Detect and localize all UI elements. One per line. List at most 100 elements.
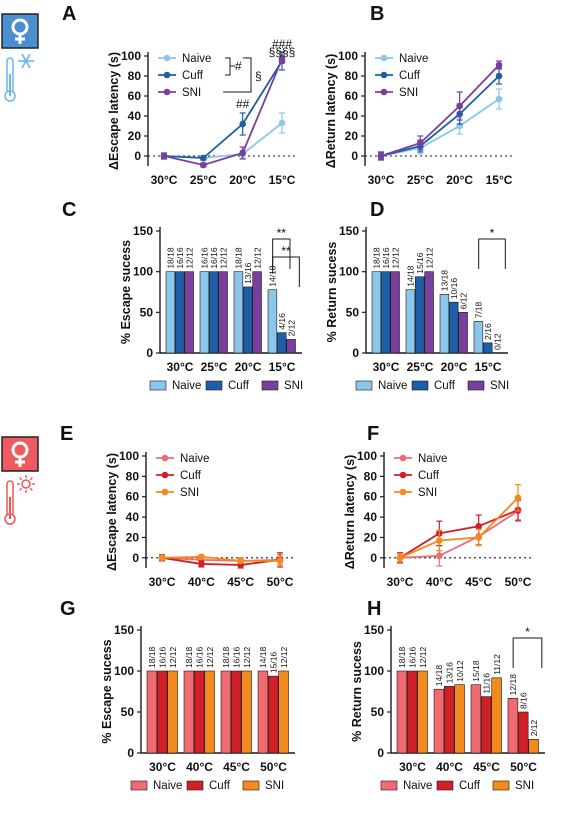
- bar-sni: [278, 670, 289, 754]
- y-tick-label: 50: [121, 705, 135, 719]
- annotation: §: [255, 69, 262, 83]
- data-point: [239, 149, 246, 157]
- bar-cuff: [483, 342, 493, 354]
- data-point: [495, 72, 503, 80]
- data-point: [396, 554, 404, 562]
- x-tick-label: 45°C: [473, 760, 500, 774]
- panel-letter: F: [367, 423, 379, 445]
- legend-label: SNI: [490, 380, 509, 392]
- panel-letter: D: [370, 199, 384, 221]
- y-axis-title: % Return sucess: [325, 242, 339, 343]
- y-tick-label: 100: [339, 265, 359, 279]
- y-tick-label: 60: [364, 490, 378, 504]
- series-line-cuff: [163, 60, 283, 159]
- bar-cuff: [381, 271, 391, 354]
- x-tick-label: 45°C: [223, 760, 250, 774]
- panel-letter: B: [370, 3, 384, 25]
- annotation: ###: [272, 37, 292, 51]
- y-tick-label: 100: [133, 265, 153, 279]
- legend-label: Naive: [182, 53, 211, 65]
- data-point: [160, 152, 168, 160]
- bar-label: 12/12: [242, 646, 252, 668]
- y-tick-label: 50: [371, 705, 385, 719]
- bar-naive: [371, 271, 382, 354]
- y-axis-title: ΔEscape latency (s): [107, 52, 121, 170]
- x-tick-label: 50°C: [267, 575, 294, 589]
- bar-sni: [218, 271, 228, 354]
- y-tick-label: 100: [338, 49, 358, 63]
- bar-label: 14/18: [434, 665, 444, 687]
- data-point: [158, 554, 166, 562]
- y-tick-label: 20: [345, 129, 359, 143]
- bar-label: 12/12: [418, 646, 428, 668]
- x-tick-label: 15°C: [486, 173, 513, 187]
- hot-condition-icons: [1, 436, 39, 525]
- bar-naive: [507, 698, 519, 754]
- legend-label: Naive: [403, 780, 432, 792]
- legend-marker: [399, 488, 407, 496]
- x-tick-label: 50°C: [510, 760, 537, 774]
- legend-swatch: [380, 780, 398, 791]
- bar-label: 10/16: [449, 278, 459, 300]
- x-tick-label: 25°C: [201, 360, 228, 374]
- bar-label: 13/18: [440, 270, 450, 292]
- y-axis-title: ΔReturn latency (s): [324, 54, 338, 169]
- y-tick-label: 40: [128, 109, 142, 123]
- bar-label: 7/18: [474, 302, 484, 319]
- bar-label: 15/16: [415, 252, 425, 274]
- bar-label: 10/12: [455, 660, 465, 682]
- x-tick-label: 30°C: [149, 575, 176, 589]
- bar-label: 18/18: [221, 646, 231, 668]
- bar-label: 0/12: [492, 333, 502, 350]
- data-point: [237, 557, 244, 565]
- bar-cuff: [407, 670, 418, 754]
- bar-naive: [220, 670, 232, 754]
- legend-swatch: [411, 380, 429, 391]
- bar-sni: [184, 271, 194, 354]
- data-point: [198, 560, 205, 568]
- y-tick-label: 20: [364, 530, 378, 544]
- bar-label: 11/16: [482, 673, 492, 694]
- bar-sni: [390, 271, 400, 354]
- y-tick-label: 0: [351, 149, 358, 163]
- y-tick-label: 0: [134, 149, 141, 163]
- series-line-cuff: [161, 556, 281, 566]
- y-axis-title: ΔReturn latency (s): [343, 455, 357, 570]
- data-point: [475, 522, 482, 530]
- legend-swatch: [205, 380, 223, 391]
- legend-label: Cuff: [182, 70, 204, 82]
- y-axis-title: % Escape sucess: [119, 240, 133, 344]
- legend-label: Naive: [399, 53, 428, 65]
- x-tick-label: 30°C: [167, 360, 194, 374]
- x-tick-label: 15°C: [269, 173, 296, 187]
- x-tick-label: 40°C: [186, 760, 213, 774]
- series-line-sni: [380, 64, 500, 157]
- legend-label: Cuff: [209, 780, 231, 792]
- x-tick-label: 30°C: [399, 760, 426, 774]
- bar-sni: [528, 739, 539, 754]
- x-tick-label: 40°C: [426, 575, 453, 589]
- bar-sni: [458, 312, 468, 354]
- bar-sni: [204, 670, 215, 754]
- series-line-cuff: [380, 75, 500, 157]
- bar-label: 6/12: [458, 293, 468, 310]
- bar-label: 12/12: [390, 247, 400, 269]
- x-tick-label: 25°C: [190, 173, 217, 187]
- y-axis-title: ΔEscape latency (s): [105, 453, 119, 571]
- bar-sni: [167, 670, 178, 754]
- legend-marker: [161, 488, 169, 496]
- x-tick-label: 30°C: [149, 760, 176, 774]
- bar-label: 14/18: [406, 265, 416, 287]
- bar-label: 18/18: [184, 646, 194, 668]
- bar-label: 16/16: [381, 247, 391, 269]
- legend-marker: [380, 71, 388, 79]
- bar-label: 12/12: [184, 247, 194, 269]
- y-tick-label: 150: [364, 623, 384, 637]
- y-tick-label: 0: [370, 551, 377, 565]
